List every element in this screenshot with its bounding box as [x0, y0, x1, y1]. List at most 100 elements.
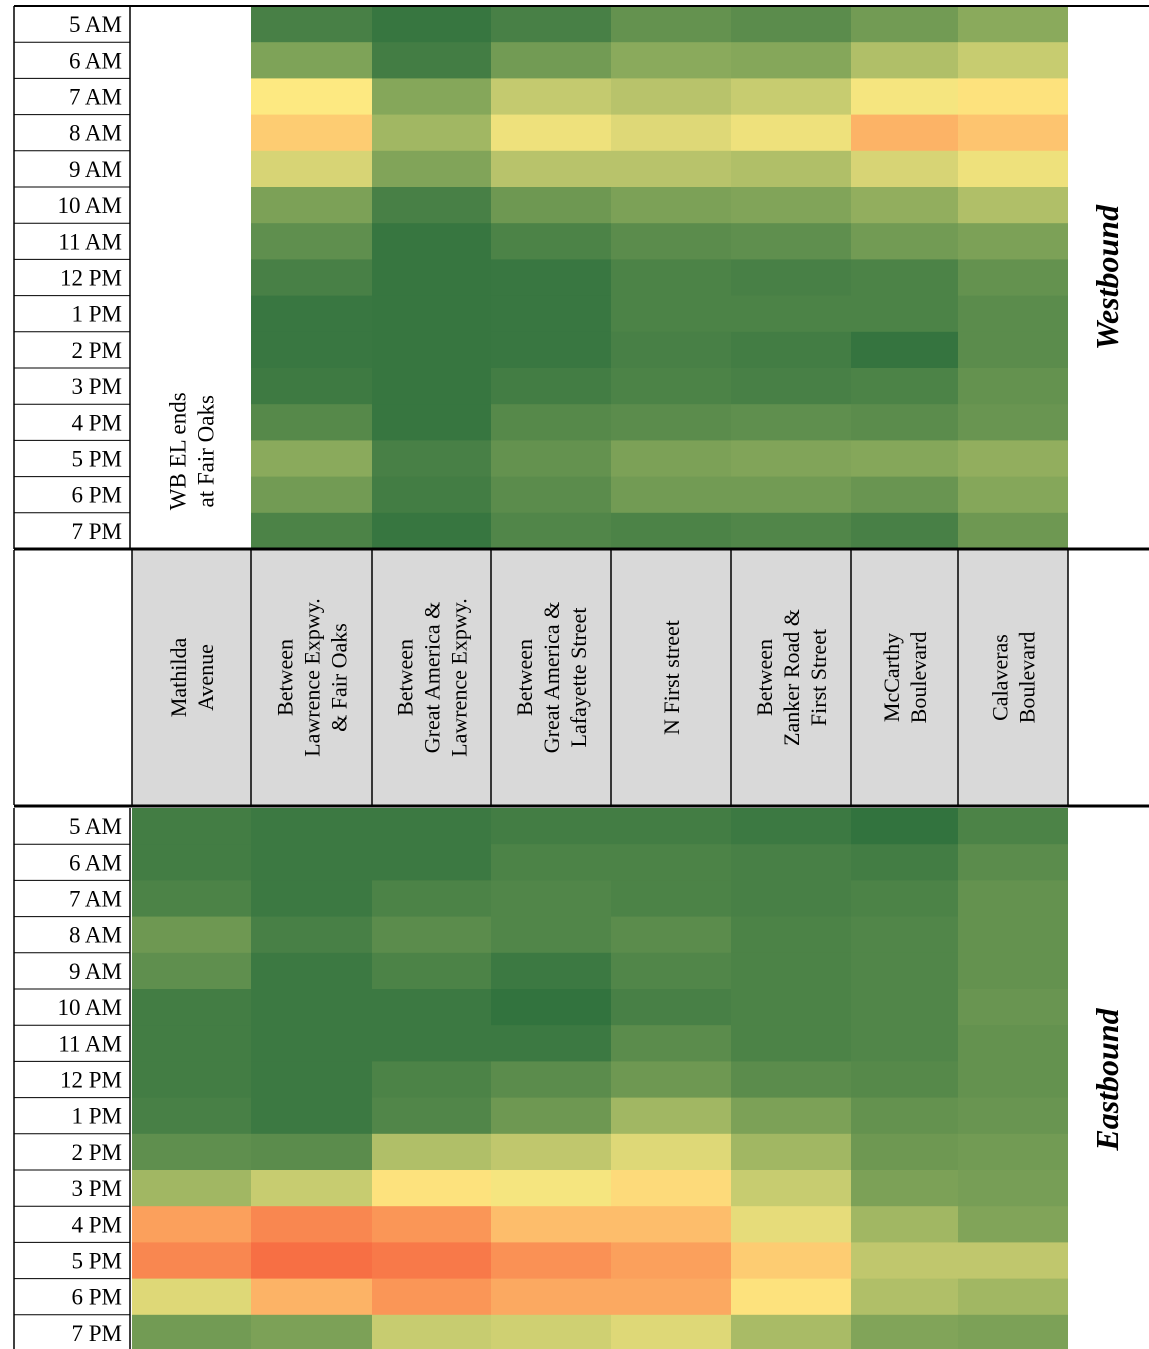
- heat-cell: [611, 844, 731, 881]
- heat-cell: [611, 78, 731, 116]
- heat-cell: [611, 1133, 731, 1171]
- location-header-band: [132, 550, 1068, 805]
- heat-cell: [611, 295, 731, 333]
- heat-cell: [958, 1170, 1068, 1207]
- time-label: 5 AM: [69, 814, 122, 839]
- heat-cell: [731, 1170, 851, 1207]
- heat-cell: [958, 916, 1068, 954]
- time-label: 2 PM: [72, 338, 123, 363]
- heat-cell: [958, 476, 1068, 514]
- heat-cell: [851, 1133, 958, 1171]
- heat-cell: [851, 331, 958, 369]
- heat-cell: [958, 187, 1068, 224]
- time-label: 7 AM: [69, 85, 122, 110]
- heat-cell: [851, 6, 958, 43]
- heat-cell: [372, 1061, 491, 1099]
- heat-cell: [372, 259, 491, 297]
- time-label: 10 AM: [57, 995, 122, 1020]
- time-label: 6 AM: [69, 48, 122, 73]
- heat-cell: [251, 331, 372, 369]
- time-label: 7 PM: [72, 519, 123, 544]
- time-label: 5 PM: [72, 447, 123, 472]
- heat-cell: [851, 1278, 958, 1316]
- heat-cell: [251, 476, 372, 514]
- heat-cell: [958, 114, 1068, 152]
- heat-cell: [251, 1206, 372, 1243]
- heat-cell: [611, 187, 731, 224]
- heat-cell: [251, 259, 372, 297]
- heat-cell: [611, 1278, 731, 1316]
- heat-cell: [958, 6, 1068, 43]
- heat-cell: [491, 1097, 611, 1135]
- location-label-line: Great America &: [420, 602, 445, 754]
- time-label: 10 AM: [57, 193, 122, 218]
- heat-cell: [731, 880, 851, 918]
- heat-cell: [851, 150, 958, 188]
- heat-cell: [851, 1097, 958, 1135]
- heat-cell: [851, 476, 958, 514]
- heat-cell: [372, 916, 491, 954]
- heat-cell: [731, 1242, 851, 1280]
- location-label-line: Calaveras: [988, 634, 1013, 721]
- heat-cell: [491, 1133, 611, 1171]
- time-label: 6 PM: [72, 483, 123, 508]
- location-label: McCarthyBoulevard: [879, 632, 931, 724]
- heat-cell: [611, 1170, 731, 1207]
- heat-cell: [851, 1242, 958, 1280]
- heat-cell: [251, 952, 372, 990]
- heat-cell: [611, 1097, 731, 1135]
- time-label: 12 PM: [60, 1068, 122, 1093]
- heat-cell: [958, 1061, 1068, 1099]
- heat-cell: [851, 404, 958, 441]
- heat-cell: [611, 1314, 731, 1349]
- heat-cell: [491, 1278, 611, 1316]
- heat-cell: [958, 1097, 1068, 1135]
- heat-cell: [132, 880, 251, 918]
- heat-cell: [491, 42, 611, 79]
- heat-cell: [611, 1025, 731, 1062]
- heat-cell: [491, 476, 611, 514]
- heat-cell: [491, 368, 611, 405]
- heat-cell: [731, 223, 851, 260]
- time-label: 5 AM: [69, 12, 122, 37]
- heat-cell: [851, 1206, 958, 1243]
- heat-cell: [731, 440, 851, 478]
- heat-cell: [372, 476, 491, 514]
- heat-cell: [372, 223, 491, 260]
- heat-cell: [491, 114, 611, 152]
- heat-cell: [372, 331, 491, 369]
- heat-cell: [958, 512, 1068, 550]
- time-label: 4 PM: [72, 1212, 123, 1237]
- heat-cell: [731, 512, 851, 550]
- heat-cell: [611, 42, 731, 79]
- heat-cell: [731, 114, 851, 152]
- heat-cell: [491, 187, 611, 224]
- location-label: BetweenGreat America &Lafayette Street: [512, 602, 591, 754]
- location-label-line: Great America &: [539, 602, 564, 754]
- westbound-note: WB EL ends at Fair Oaks: [166, 392, 219, 510]
- heat-cell: [731, 808, 851, 845]
- time-label: 4 PM: [72, 410, 123, 435]
- heat-cell: [611, 114, 731, 152]
- heat-cell: [731, 952, 851, 990]
- heat-cell: [491, 1061, 611, 1099]
- time-label: 11 AM: [58, 229, 122, 254]
- heat-cell: [611, 223, 731, 260]
- heat-cell: [958, 1133, 1068, 1171]
- time-label: 1 PM: [72, 1104, 123, 1129]
- heat-cell: [372, 1314, 491, 1349]
- heat-cell: [851, 952, 958, 990]
- heat-cell: [491, 440, 611, 478]
- heat-cell: [731, 476, 851, 514]
- heat-cell: [372, 114, 491, 152]
- heat-cell: [611, 512, 731, 550]
- heat-cell: [491, 150, 611, 188]
- heat-cell: [491, 916, 611, 954]
- heat-cell: [611, 259, 731, 297]
- heat-cell: [851, 295, 958, 333]
- location-label-line: Boulevard: [906, 632, 931, 724]
- heat-cell: [958, 331, 1068, 369]
- heat-cell: [491, 331, 611, 369]
- heat-cell: [251, 1242, 372, 1280]
- heat-cell: [731, 916, 851, 954]
